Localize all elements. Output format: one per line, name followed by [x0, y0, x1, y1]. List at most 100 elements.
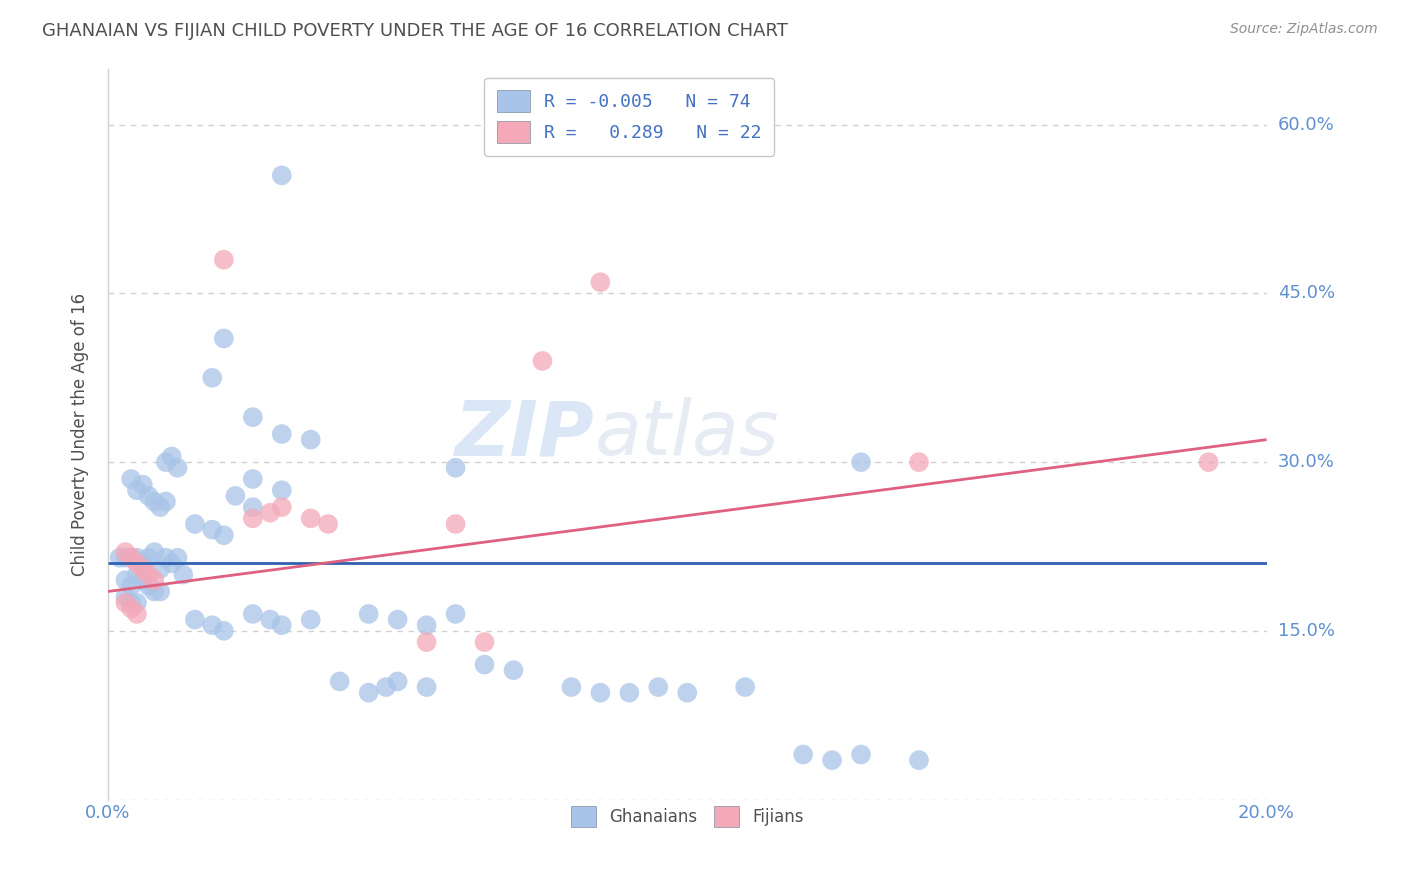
Text: 45.0%: 45.0%: [1278, 285, 1334, 302]
Point: [201, 618, 224, 632]
Point: [734, 680, 756, 694]
Point: [357, 686, 380, 700]
Point: [270, 427, 292, 442]
Point: [125, 550, 148, 565]
Point: [299, 511, 322, 525]
Point: [212, 252, 235, 267]
Y-axis label: Child Poverty Under the Age of 16: Child Poverty Under the Age of 16: [72, 293, 89, 575]
Point: [201, 371, 224, 385]
Point: [242, 607, 264, 621]
Point: [114, 590, 136, 604]
Text: ZIP: ZIP: [454, 397, 595, 471]
Point: [149, 500, 172, 515]
Point: [201, 523, 224, 537]
Point: [160, 557, 183, 571]
Point: [212, 528, 235, 542]
Point: [138, 489, 160, 503]
Point: [155, 494, 177, 508]
Point: [120, 601, 142, 615]
Point: [908, 753, 931, 767]
Point: [270, 483, 292, 498]
Point: [138, 567, 160, 582]
Point: [155, 455, 177, 469]
Point: [242, 410, 264, 425]
Point: [676, 686, 699, 700]
Point: [387, 613, 409, 627]
Point: [270, 169, 292, 183]
Text: 15.0%: 15.0%: [1278, 622, 1334, 640]
Point: [143, 545, 166, 559]
Point: [474, 657, 496, 672]
Point: [849, 455, 872, 469]
Point: [120, 596, 142, 610]
Point: [184, 613, 207, 627]
Point: [415, 635, 437, 649]
Point: [415, 680, 437, 694]
Point: [155, 550, 177, 565]
Point: [502, 663, 524, 677]
Point: [792, 747, 814, 762]
Point: [647, 680, 669, 694]
Point: [143, 494, 166, 508]
Point: [224, 489, 246, 503]
Point: [138, 579, 160, 593]
Point: [375, 680, 398, 694]
Point: [329, 674, 352, 689]
Point: [120, 472, 142, 486]
Point: [143, 584, 166, 599]
Point: [132, 557, 155, 571]
Point: [270, 618, 292, 632]
Point: [143, 573, 166, 587]
Point: [114, 573, 136, 587]
Text: atlas: atlas: [595, 397, 779, 471]
Point: [474, 635, 496, 649]
Point: [560, 680, 582, 694]
Text: 60.0%: 60.0%: [1278, 116, 1334, 134]
Point: [125, 596, 148, 610]
Point: [184, 516, 207, 531]
Point: [619, 686, 641, 700]
Point: [444, 460, 467, 475]
Point: [166, 460, 188, 475]
Point: [160, 450, 183, 464]
Point: [531, 354, 554, 368]
Point: [138, 550, 160, 565]
Text: 30.0%: 30.0%: [1278, 453, 1334, 471]
Point: [132, 573, 155, 587]
Point: [172, 567, 194, 582]
Legend: Ghanaians, Fijians: Ghanaians, Fijians: [562, 798, 813, 835]
Point: [415, 618, 437, 632]
Point: [114, 596, 136, 610]
Point: [120, 550, 142, 565]
Text: GHANAIAN VS FIJIAN CHILD POVERTY UNDER THE AGE OF 16 CORRELATION CHART: GHANAIAN VS FIJIAN CHILD POVERTY UNDER T…: [42, 22, 787, 40]
Point: [125, 557, 148, 571]
Point: [316, 516, 339, 531]
Point: [299, 433, 322, 447]
Point: [108, 550, 131, 565]
Point: [125, 607, 148, 621]
Point: [132, 562, 155, 576]
Point: [259, 506, 281, 520]
Point: [114, 545, 136, 559]
Point: [242, 472, 264, 486]
Point: [444, 607, 467, 621]
Point: [120, 550, 142, 565]
Point: [132, 477, 155, 491]
Point: [821, 753, 844, 767]
Point: [387, 674, 409, 689]
Point: [242, 511, 264, 525]
Point: [1198, 455, 1220, 469]
Point: [120, 579, 142, 593]
Text: Source: ZipAtlas.com: Source: ZipAtlas.com: [1230, 22, 1378, 37]
Point: [125, 567, 148, 582]
Point: [908, 455, 931, 469]
Point: [149, 562, 172, 576]
Point: [849, 747, 872, 762]
Point: [125, 483, 148, 498]
Point: [259, 613, 281, 627]
Point: [299, 613, 322, 627]
Point: [114, 550, 136, 565]
Point: [212, 624, 235, 638]
Point: [166, 550, 188, 565]
Point: [589, 275, 612, 289]
